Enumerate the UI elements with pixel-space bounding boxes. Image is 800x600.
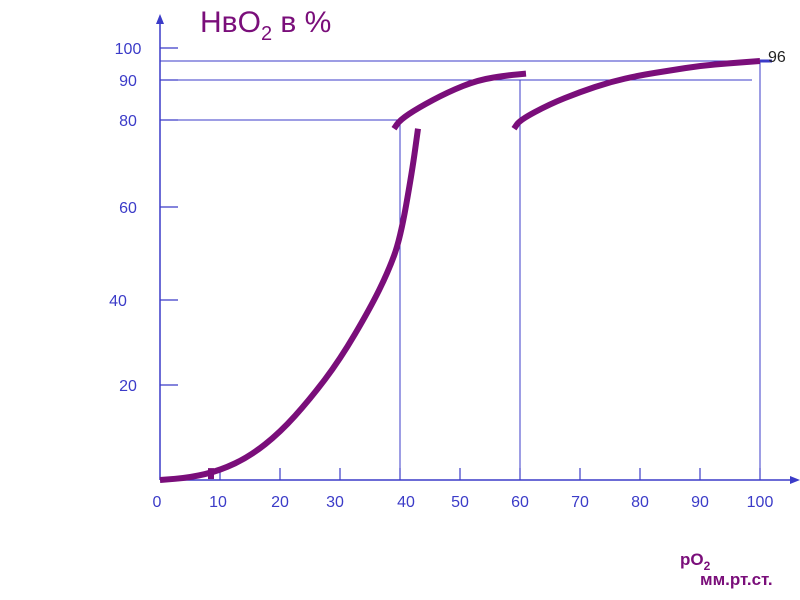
y-tick-label-90: 90 [119, 73, 137, 90]
y-tick-label-100: 100 [115, 41, 142, 58]
x-tick-label-30: 30 [326, 494, 344, 511]
x-tick-label-50: 50 [451, 494, 469, 511]
x-axis-units: мм.рт.ст. [700, 570, 773, 589]
annotation-96: 96 [768, 49, 786, 66]
x-tick-label-70: 70 [571, 494, 589, 511]
chart-title: НвО2 в % [200, 6, 331, 45]
curve-series-1 [159, 128, 421, 483]
x-axis-label: рО2 [680, 550, 711, 573]
x-tick-label-40: 40 [397, 494, 415, 511]
y-tick-label-20: 20 [119, 378, 137, 395]
x-tick-label-0: 0 [153, 494, 162, 511]
x-tick-label-60: 60 [511, 494, 529, 511]
x-axis-arrow [790, 476, 800, 484]
y-tick-label-60: 60 [119, 200, 137, 217]
y-axis-arrow [156, 14, 164, 24]
y-tick-label-80: 80 [119, 113, 137, 130]
curve-series-3 [511, 58, 761, 131]
x-tick-label-10: 10 [209, 494, 227, 511]
x-tick-label-20: 20 [271, 494, 289, 511]
x-tick-label-100: 100 [747, 494, 774, 511]
x-tick-label-90: 90 [691, 494, 709, 511]
x-tick-label-80: 80 [631, 494, 649, 511]
curve-series-2 [391, 70, 527, 131]
y-tick-label-40: 40 [109, 293, 127, 310]
